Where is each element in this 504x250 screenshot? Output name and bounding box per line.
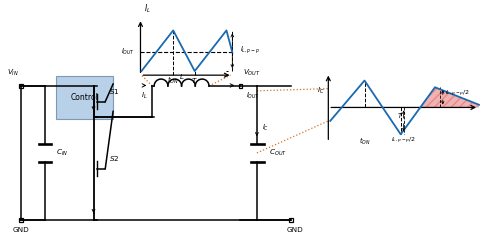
Text: $T$: $T$: [398, 111, 404, 120]
Text: $C_{IN}$: $C_{IN}$: [56, 148, 69, 158]
Text: $T$: $T$: [192, 76, 198, 84]
Text: $V_{OUT}$: $V_{OUT}$: [243, 68, 261, 78]
Bar: [20, 84, 23, 88]
Text: $I_C$: $I_C$: [262, 122, 269, 132]
Bar: [20, 218, 23, 222]
Text: $I_{L,p-p}/2$: $I_{L,p-p}/2$: [445, 88, 470, 99]
Text: $I_L$: $I_L$: [141, 90, 148, 101]
Text: $S1$: $S1$: [109, 87, 120, 96]
Text: Control: Control: [71, 93, 99, 102]
Text: $C_{OUT}$: $C_{OUT}$: [269, 148, 287, 158]
Polygon shape: [420, 87, 479, 108]
Text: $t_{ON}$: $t_{ON}$: [359, 136, 370, 147]
Text: $I_C$: $I_C$: [317, 86, 325, 97]
Text: $I_{L,p-p}$: $I_{L,p-p}$: [240, 45, 261, 56]
Text: $V_{IN}$: $V_{IN}$: [7, 68, 19, 78]
Text: $S2$: $S2$: [109, 154, 119, 163]
Bar: [56, 76, 113, 119]
Text: GND: GND: [13, 227, 30, 233]
Text: $I_{L,p-p}/2$: $I_{L,p-p}/2$: [391, 136, 416, 146]
Text: $I_{OUT}$: $I_{OUT}$: [121, 47, 136, 57]
Text: $t_{ON}$: $t_{ON}$: [167, 74, 179, 86]
Text: $L$: $L$: [179, 72, 184, 81]
Text: $I_{OUT}$: $I_{OUT}$: [246, 90, 260, 101]
Text: GND: GND: [287, 227, 303, 233]
Bar: [289, 218, 293, 222]
Bar: [238, 84, 242, 88]
Text: $I_L$: $I_L$: [145, 3, 151, 16]
